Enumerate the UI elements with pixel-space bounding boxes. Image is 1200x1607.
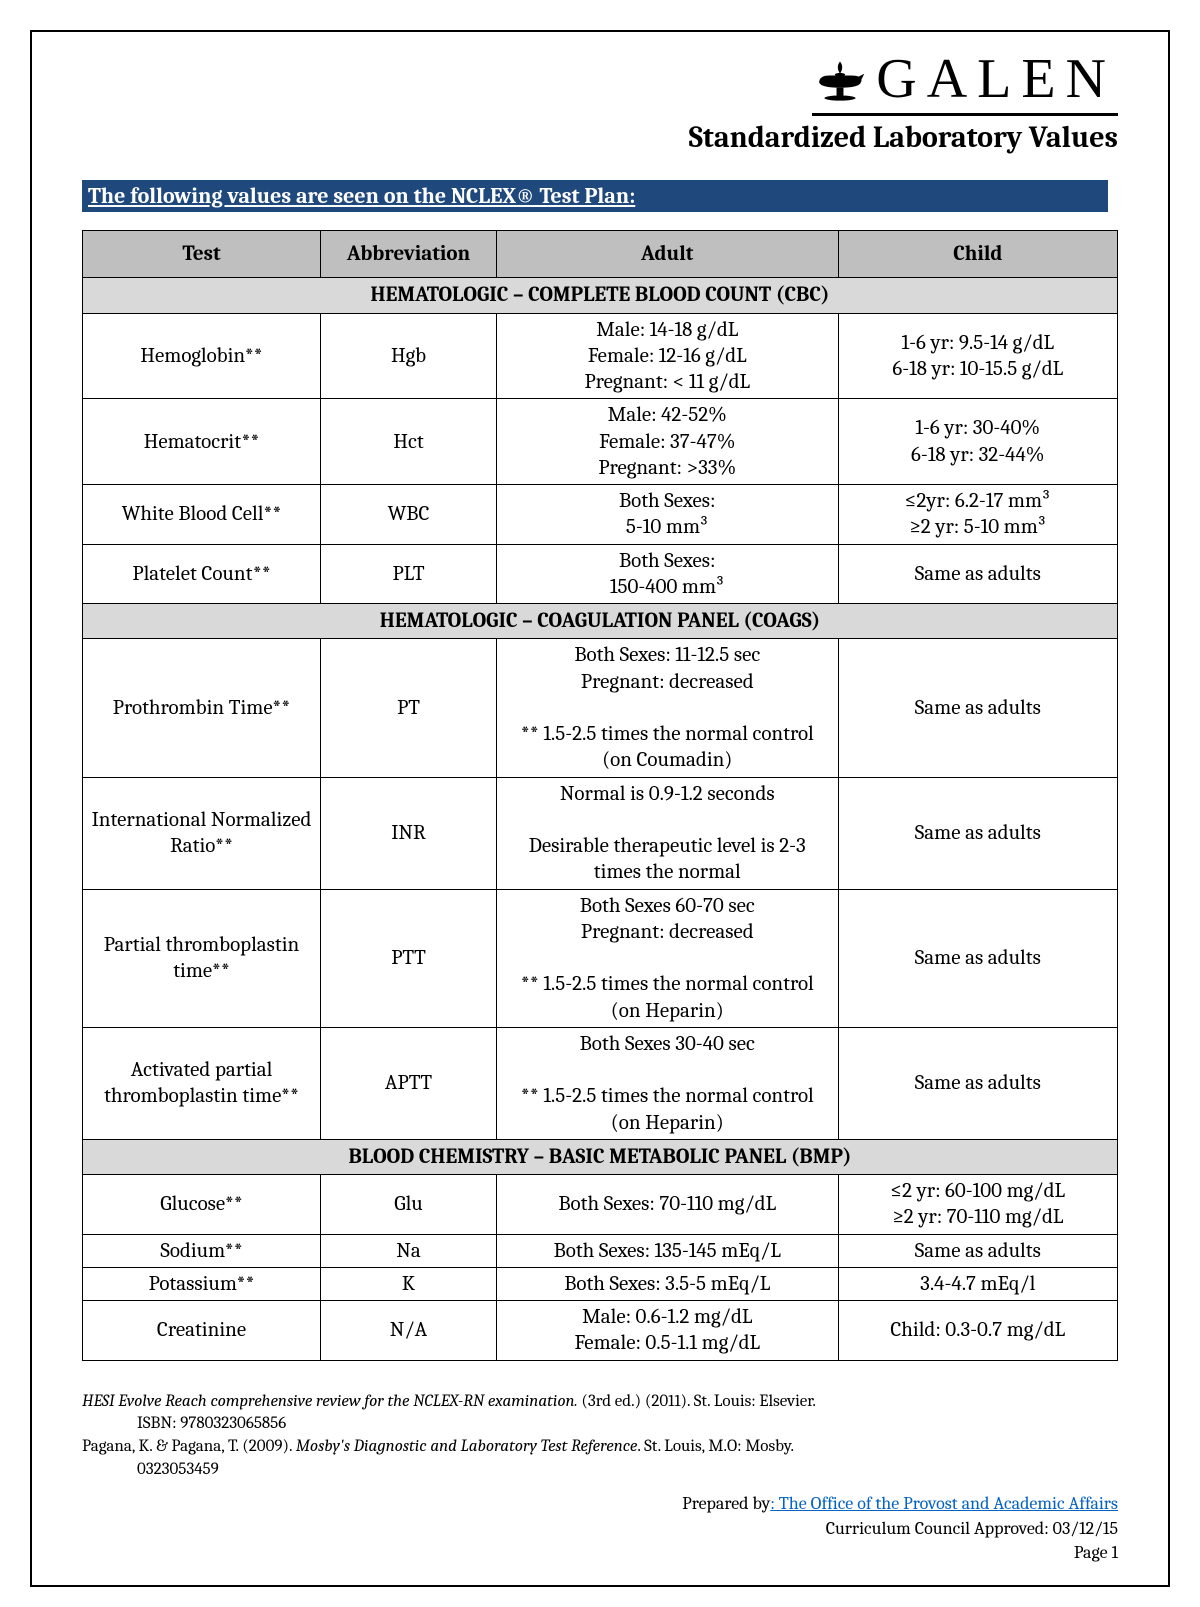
col-header-abbr: Abbreviation bbox=[321, 231, 497, 278]
cell-test: Hematocrit** bbox=[83, 399, 321, 485]
cell-abbr: PTT bbox=[321, 889, 497, 1027]
cell-abbr: PLT bbox=[321, 544, 497, 604]
cell-child: 1-6 yr: 9.5-14 g/dL 6-18 yr: 10-15.5 g/d… bbox=[838, 313, 1117, 399]
cell-adult: Both Sexes: 5-10 mm³ bbox=[496, 485, 838, 545]
document-subtitle: Standardized Laboratory Values bbox=[82, 120, 1118, 155]
table-header-row: Test Abbreviation Adult Child bbox=[83, 231, 1118, 278]
table-row: Prothrombin Time**PTBoth Sexes: 11-12.5 … bbox=[83, 639, 1118, 777]
references-block: HESI Evolve Reach comprehensive review f… bbox=[82, 1391, 1118, 1483]
reference-rest: . St. Louis, M.O: Mosby. bbox=[637, 1437, 794, 1456]
cell-child: Same as adults bbox=[838, 1234, 1117, 1267]
cell-adult: Male: 42-52% Female: 37-47% Pregnant: >3… bbox=[496, 399, 838, 485]
cell-child: Same as adults bbox=[838, 544, 1117, 604]
cell-abbr: Glu bbox=[321, 1175, 497, 1235]
section-title: HEMATOLOGIC – COAGULATION PANEL (COAGS) bbox=[83, 604, 1118, 639]
reference-title: HESI Evolve Reach comprehensive review f… bbox=[82, 1392, 578, 1411]
prepared-by-label: Prepared by bbox=[682, 1493, 770, 1514]
cell-adult: Male: 0.6-1.2 mg/dL Female: 0.5-1.1 mg/d… bbox=[496, 1301, 838, 1361]
prepared-by-line: Prepared by: The Office of the Provost a… bbox=[82, 1492, 1118, 1516]
approval-line: Curriculum Council Approved: 03/12/15 bbox=[82, 1517, 1118, 1541]
table-row: Glucose**GluBoth Sexes: 70-110 mg/dL≤2 y… bbox=[83, 1175, 1118, 1235]
cell-child: 3.4-4.7 mEq/l bbox=[838, 1267, 1117, 1300]
cell-adult: Both Sexes: 135-145 mEq/L bbox=[496, 1234, 838, 1267]
cell-adult: Both Sexes 60-70 sec Pregnant: decreased… bbox=[496, 889, 838, 1027]
reference-authors: Pagana, K. & Pagana, T. (2009). bbox=[82, 1437, 296, 1456]
table-row: Activated partial thromboplastin time**A… bbox=[83, 1027, 1118, 1139]
cell-test: White Blood Cell** bbox=[83, 485, 321, 545]
table-row: Partial thromboplastin time**PTTBoth Sex… bbox=[83, 889, 1118, 1027]
cell-test: Activated partial thromboplastin time** bbox=[83, 1027, 321, 1139]
reference-line: Pagana, K. & Pagana, T. (2009). Mosby's … bbox=[82, 1436, 1118, 1459]
cell-abbr: K bbox=[321, 1267, 497, 1300]
cell-adult: Both Sexes: 70-110 mg/dL bbox=[496, 1175, 838, 1235]
cell-abbr: N/A bbox=[321, 1301, 497, 1361]
cell-adult: Both Sexes: 150-400 mm³ bbox=[496, 544, 838, 604]
cell-abbr: APTT bbox=[321, 1027, 497, 1139]
table-row: CreatinineN/AMale: 0.6-1.2 mg/dL Female:… bbox=[83, 1301, 1118, 1361]
cell-child: Same as adults bbox=[838, 1027, 1117, 1139]
cell-child: Same as adults bbox=[838, 889, 1117, 1027]
col-header-test: Test bbox=[83, 231, 321, 278]
cell-test: Prothrombin Time** bbox=[83, 639, 321, 777]
table-row: Hemoglobin**HgbMale: 14-18 g/dL Female: … bbox=[83, 313, 1118, 399]
cell-abbr: PT bbox=[321, 639, 497, 777]
col-header-adult: Adult bbox=[496, 231, 838, 278]
cell-abbr: Hgb bbox=[321, 313, 497, 399]
cell-child: Child: 0.3-0.7 mg/dL bbox=[838, 1301, 1117, 1361]
cell-test: Glucose** bbox=[83, 1175, 321, 1235]
cell-abbr: Na bbox=[321, 1234, 497, 1267]
cell-adult: Both Sexes: 11-12.5 sec Pregnant: decrea… bbox=[496, 639, 838, 777]
table-section-header: BLOOD CHEMISTRY – BASIC METABOLIC PANEL … bbox=[83, 1139, 1118, 1174]
document-page: GALEN Standardized Laboratory Values The… bbox=[0, 0, 1200, 1607]
cell-child: ≤2 yr: 60-100 mg/dL ≥2 yr: 70-110 mg/dL bbox=[838, 1175, 1117, 1235]
cell-abbr: WBC bbox=[321, 485, 497, 545]
section-title: BLOOD CHEMISTRY – BASIC METABOLIC PANEL … bbox=[83, 1139, 1118, 1174]
reference-rest: (3rd ed.) (2011). St. Louis: Elsevier. bbox=[578, 1392, 816, 1411]
cell-adult: Normal is 0.9-1.2 seconds Desirable ther… bbox=[496, 777, 838, 889]
cell-child: ≤2yr: 6.2-17 mm³ ≥2 yr: 5-10 mm³ bbox=[838, 485, 1117, 545]
cell-abbr: Hct bbox=[321, 399, 497, 485]
section-title: HEMATOLOGIC – COMPLETE BLOOD COUNT (CBC) bbox=[83, 278, 1118, 313]
table-section-header: HEMATOLOGIC – COAGULATION PANEL (COAGS) bbox=[83, 604, 1118, 639]
cell-test: Sodium** bbox=[83, 1234, 321, 1267]
document-header: GALEN Standardized Laboratory Values bbox=[82, 47, 1118, 155]
table-row: Hematocrit**HctMale: 42-52% Female: 37-4… bbox=[83, 399, 1118, 485]
reference-isbn: ISBN: 9780323065856 bbox=[82, 1413, 1118, 1436]
col-header-child: Child bbox=[838, 231, 1117, 278]
table-row: White Blood Cell**WBCBoth Sexes: 5-10 mm… bbox=[83, 485, 1118, 545]
reference-line: HESI Evolve Reach comprehensive review f… bbox=[82, 1391, 1118, 1414]
table-row: Sodium**NaBoth Sexes: 135-145 mEq/LSame … bbox=[83, 1234, 1118, 1267]
cell-test: Hemoglobin** bbox=[83, 313, 321, 399]
cell-test: Partial thromboplastin time** bbox=[83, 889, 321, 1027]
table-row: Platelet Count**PLTBoth Sexes: 150-400 m… bbox=[83, 544, 1118, 604]
cell-test: Potassium** bbox=[83, 1267, 321, 1300]
cell-adult: Both Sexes: 3.5-5 mEq/L bbox=[496, 1267, 838, 1300]
brand-logo-block: GALEN bbox=[812, 47, 1118, 116]
table-row: Potassium**KBoth Sexes: 3.5-5 mEq/L3.4-4… bbox=[83, 1267, 1118, 1300]
page-border: GALEN Standardized Laboratory Values The… bbox=[30, 30, 1170, 1587]
cell-test: Creatinine bbox=[83, 1301, 321, 1361]
brand-name: GALEN bbox=[876, 47, 1116, 111]
cell-adult: Male: 14-18 g/dL Female: 12-16 g/dL Preg… bbox=[496, 313, 838, 399]
section-banner: The following values are seen on the NCL… bbox=[82, 180, 1108, 212]
document-footer: Prepared by: The Office of the Provost a… bbox=[82, 1492, 1118, 1565]
cell-child: Same as adults bbox=[838, 639, 1117, 777]
table-row: International Normalized Ratio**INRNorma… bbox=[83, 777, 1118, 889]
reference-isbn: 0323053459 bbox=[82, 1459, 1118, 1482]
cell-test: International Normalized Ratio** bbox=[83, 777, 321, 889]
lab-values-table: Test Abbreviation Adult Child HEMATOLOGI… bbox=[82, 230, 1118, 1361]
table-section-header: HEMATOLOGIC – COMPLETE BLOOD COUNT (CBC) bbox=[83, 278, 1118, 313]
cell-adult: Both Sexes 30-40 sec ** 1.5-2.5 times th… bbox=[496, 1027, 838, 1139]
reference-title: Mosby's Diagnostic and Laboratory Test R… bbox=[296, 1437, 638, 1456]
cell-test: Platelet Count** bbox=[83, 544, 321, 604]
cell-child: 1-6 yr: 30-40% 6-18 yr: 32-44% bbox=[838, 399, 1117, 485]
oil-lamp-icon bbox=[814, 56, 866, 102]
prepared-by-link[interactable]: : The Office of the Provost and Academic… bbox=[770, 1493, 1118, 1514]
cell-child: Same as adults bbox=[838, 777, 1117, 889]
cell-abbr: INR bbox=[321, 777, 497, 889]
